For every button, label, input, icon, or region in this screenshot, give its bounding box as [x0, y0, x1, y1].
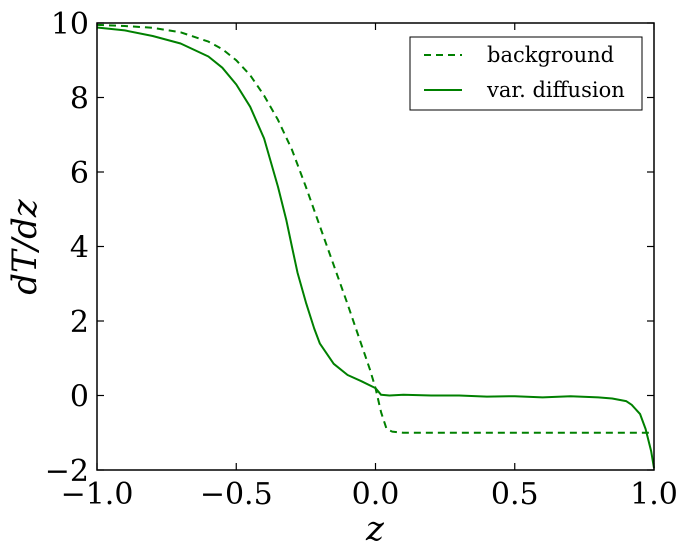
x-axis-label: z: [365, 509, 385, 549]
x-tick-label: −1.0: [61, 477, 134, 512]
x-tick-label: 1.0: [630, 477, 678, 512]
y-tick-label: 8: [70, 82, 89, 117]
y-tick-label: 10: [51, 7, 89, 42]
tick-group: −1.0 −0.5 0.0 0.5 1.0 −2 0 2 4 6 8 10: [45, 7, 678, 512]
y-tick-label: 2: [70, 305, 89, 340]
x-tick-label: 0.0: [352, 477, 400, 512]
y-tick-label: 0: [70, 380, 89, 415]
legend-box: [409, 36, 643, 111]
x-tick-label: 0.5: [491, 477, 539, 512]
x-tick-label: −0.5: [200, 477, 273, 512]
legend-label-var-diffusion: var. diffusion: [486, 78, 625, 102]
y-axis-label: dT/dz: [5, 198, 45, 295]
y-tick-label: 6: [70, 156, 89, 191]
series-group: [96, 23, 655, 469]
legend-label-background: background: [487, 43, 614, 67]
legend: background var. diffusion: [409, 36, 643, 111]
series-line-var-diffusion: [96, 26, 655, 469]
y-tick-label: −2: [45, 454, 89, 489]
y-tick-label: 4: [70, 231, 89, 266]
